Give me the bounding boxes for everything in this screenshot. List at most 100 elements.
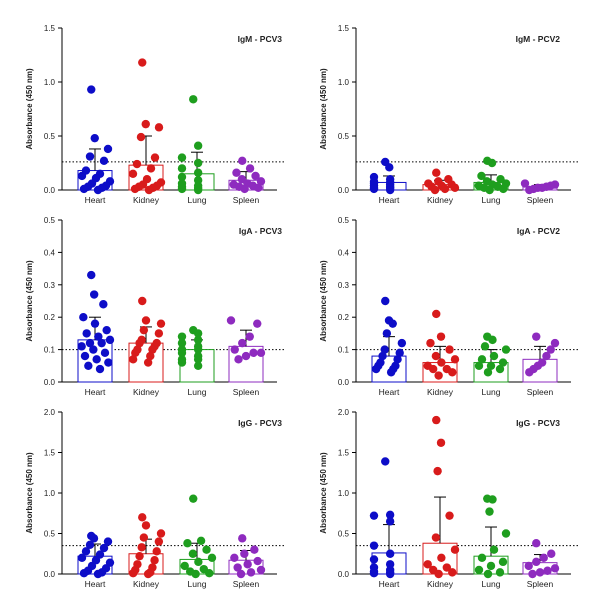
data-point xyxy=(240,549,249,558)
y-tick-label: 0.5 xyxy=(338,530,350,539)
y-tick-label: 0.3 xyxy=(338,281,350,290)
data-point xyxy=(547,549,556,558)
data-point xyxy=(483,569,493,579)
data-point xyxy=(380,345,389,354)
data-point xyxy=(132,159,142,169)
chart-title: IgG - PCV3 xyxy=(238,418,282,428)
data-point xyxy=(245,164,255,173)
data-point xyxy=(205,568,214,578)
data-point xyxy=(103,144,113,154)
data-point xyxy=(539,553,548,562)
x-category-label: Spleen xyxy=(233,579,260,589)
data-point xyxy=(238,338,247,348)
y-axis-label: Absorbance (450 nm) xyxy=(319,452,328,534)
data-point xyxy=(193,158,203,168)
data-point xyxy=(256,177,266,186)
series-lung xyxy=(177,325,215,383)
series-lung xyxy=(177,95,215,195)
data-point xyxy=(501,529,511,538)
x-category-label: Spleen xyxy=(233,195,260,205)
data-point xyxy=(474,565,484,575)
x-category-label: Lung xyxy=(482,387,501,397)
series-kidney xyxy=(128,513,166,579)
data-point xyxy=(85,338,95,348)
data-point xyxy=(369,541,379,550)
data-point xyxy=(546,345,555,354)
y-tick-label: 1.5 xyxy=(44,24,56,33)
x-category-label: Kidney xyxy=(133,195,160,205)
series-spleen xyxy=(522,539,560,579)
chart-title: IgG - PCV3 xyxy=(516,418,560,428)
data-point xyxy=(99,543,109,553)
data-point xyxy=(253,319,262,328)
data-point xyxy=(92,355,101,364)
data-point xyxy=(230,553,239,562)
chart-panel-6: 0.0 0.5 1.0 1.5 2.0 Absorbance (450 nm) IgG - … xyxy=(319,408,579,589)
data-point xyxy=(207,553,217,562)
x-category-label: Heart xyxy=(85,579,106,589)
data-point xyxy=(202,545,211,554)
series-spleen xyxy=(520,179,560,195)
data-point xyxy=(152,547,161,556)
y-axis-label: Absorbance (450 nm) xyxy=(25,452,34,534)
x-category-label: Kidney xyxy=(427,387,454,397)
data-point xyxy=(440,184,450,194)
chart-title: IgA - PCV3 xyxy=(239,226,282,236)
data-point xyxy=(241,351,251,361)
data-point xyxy=(254,183,263,193)
data-point xyxy=(550,564,560,573)
data-point xyxy=(180,561,189,571)
data-point xyxy=(369,511,379,520)
data-point xyxy=(102,325,111,335)
x-category-label: Kidney xyxy=(427,579,454,589)
data-point xyxy=(177,332,187,341)
y-tick-label: 0.1 xyxy=(44,346,56,355)
data-point xyxy=(423,560,432,569)
x-category-label: Lung xyxy=(188,387,207,397)
data-point xyxy=(369,184,379,194)
series-spleen xyxy=(228,534,266,579)
y-tick-label: 2.0 xyxy=(338,408,350,417)
data-point xyxy=(495,568,505,577)
y-tick-label: 1.0 xyxy=(338,78,350,87)
x-category-label: Heart xyxy=(379,387,400,397)
y-tick-label: 0.0 xyxy=(338,570,350,579)
data-point xyxy=(93,185,103,195)
y-tick-label: 0.1 xyxy=(338,346,350,355)
data-point xyxy=(369,555,379,564)
data-point xyxy=(385,569,395,579)
data-point xyxy=(532,539,541,548)
data-point xyxy=(234,355,243,364)
data-point xyxy=(193,355,203,364)
data-point xyxy=(193,168,203,177)
data-point xyxy=(137,543,146,552)
x-category-label: Spleen xyxy=(527,579,554,589)
chart-title: IgA - PCV2 xyxy=(517,226,560,236)
data-point xyxy=(177,172,187,182)
data-point xyxy=(432,415,441,425)
y-tick-label: 1.0 xyxy=(44,78,56,87)
chart-panel-2: 0.0 0.5 1.0 1.5 Absorbance (450 nm) IgM - PCV… xyxy=(319,24,579,205)
y-axis-label: Absorbance (450 nm) xyxy=(319,68,328,150)
data-point xyxy=(528,569,537,579)
data-point xyxy=(385,517,395,526)
data-point xyxy=(485,507,494,516)
data-point xyxy=(489,351,499,361)
data-point xyxy=(434,371,443,380)
y-tick-label: 0.0 xyxy=(44,378,56,387)
series-heart xyxy=(77,270,115,383)
series-heart xyxy=(369,457,407,579)
data-point xyxy=(256,565,266,575)
data-point xyxy=(243,560,252,569)
data-point xyxy=(431,351,441,361)
x-category-label: Heart xyxy=(85,195,106,205)
data-point xyxy=(193,141,203,150)
data-point xyxy=(230,345,239,354)
data-point xyxy=(154,123,164,132)
data-point xyxy=(433,466,442,476)
series-lung xyxy=(179,494,217,579)
data-point xyxy=(550,338,560,348)
y-tick-label: 0.2 xyxy=(44,313,56,322)
y-axis-label: Absorbance (450 nm) xyxy=(319,260,328,342)
data-point xyxy=(77,171,87,181)
